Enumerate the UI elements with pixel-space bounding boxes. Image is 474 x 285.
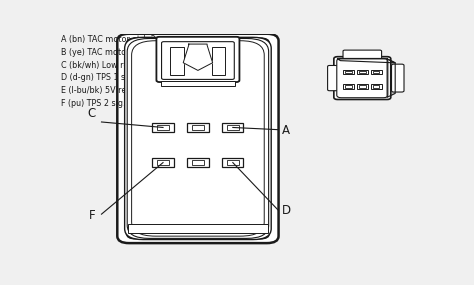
Polygon shape: [183, 44, 213, 70]
FancyBboxPatch shape: [162, 42, 234, 80]
Bar: [222, 158, 244, 167]
Bar: [157, 160, 169, 165]
Bar: [128, 224, 268, 233]
Bar: [211, 47, 226, 75]
Text: C: C: [88, 107, 96, 120]
FancyBboxPatch shape: [127, 38, 269, 239]
Polygon shape: [387, 59, 395, 97]
Bar: [343, 84, 354, 89]
Bar: [343, 70, 354, 74]
Bar: [222, 123, 244, 132]
Text: E (l-bu/bk) 5V ref.: E (l-bu/bk) 5V ref.: [61, 86, 131, 95]
Bar: [371, 84, 382, 89]
Bar: [187, 123, 209, 132]
FancyBboxPatch shape: [125, 37, 271, 240]
Text: D (d-gn) TPS 1 sig.: D (d-gn) TPS 1 sig.: [61, 74, 135, 82]
Bar: [161, 82, 235, 86]
FancyBboxPatch shape: [132, 41, 264, 236]
Bar: [345, 85, 352, 88]
Bar: [227, 125, 239, 130]
Text: A (bn) TAC motor ctrl. 2: A (bn) TAC motor ctrl. 2: [61, 35, 156, 44]
Bar: [357, 70, 368, 74]
Text: C (bk/wh) Low ref.: C (bk/wh) Low ref.: [61, 61, 133, 70]
FancyBboxPatch shape: [343, 50, 382, 60]
Bar: [345, 71, 352, 73]
Bar: [187, 158, 209, 167]
Text: F (pu) TPS 2 sig.: F (pu) TPS 2 sig.: [61, 99, 126, 108]
FancyBboxPatch shape: [392, 64, 404, 92]
Bar: [152, 158, 173, 167]
Bar: [170, 47, 184, 75]
Text: B (ye) TAC motor ctrl. 1: B (ye) TAC motor ctrl. 1: [61, 48, 155, 57]
Bar: [359, 71, 365, 73]
Bar: [371, 70, 382, 74]
Bar: [227, 160, 239, 165]
Polygon shape: [337, 59, 395, 63]
Bar: [192, 125, 204, 130]
FancyBboxPatch shape: [156, 37, 239, 82]
FancyBboxPatch shape: [127, 38, 269, 238]
Bar: [192, 160, 204, 165]
Bar: [373, 71, 380, 73]
FancyBboxPatch shape: [328, 66, 338, 91]
Text: A: A: [282, 124, 290, 137]
Bar: [373, 85, 380, 88]
FancyBboxPatch shape: [337, 58, 388, 98]
FancyBboxPatch shape: [334, 57, 391, 99]
Bar: [152, 123, 173, 132]
Text: F: F: [90, 209, 96, 222]
FancyBboxPatch shape: [117, 34, 279, 243]
Bar: [359, 85, 365, 88]
Text: D: D: [282, 204, 291, 217]
Bar: [157, 125, 169, 130]
Bar: [357, 84, 368, 89]
